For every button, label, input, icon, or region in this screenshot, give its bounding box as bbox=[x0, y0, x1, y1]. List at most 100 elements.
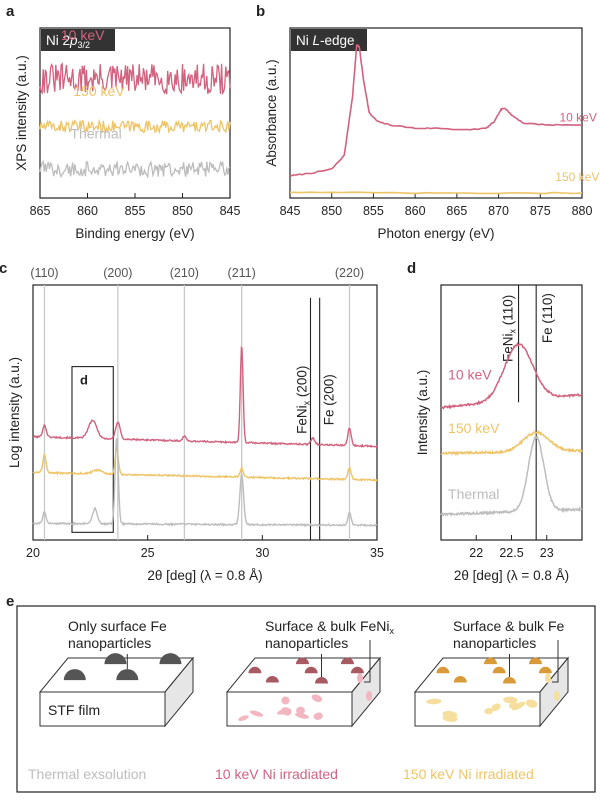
panel-b: 845 850 855 860 865 870 875 880 Photon energy (e… bbox=[256, 3, 599, 241]
panel-label: a bbox=[6, 3, 15, 20]
x-tick-label: 855 bbox=[363, 204, 384, 218]
series-line bbox=[39, 118, 231, 135]
series-label: Thermal bbox=[70, 126, 121, 142]
reference-label: (110) bbox=[30, 266, 58, 280]
surface-nanoparticle bbox=[265, 675, 279, 683]
x-tick-label: 23 bbox=[540, 546, 554, 560]
surface-nanoparticle bbox=[350, 666, 364, 674]
surface-nanoparticle bbox=[295, 657, 309, 665]
series-line bbox=[289, 191, 583, 195]
film-front-face bbox=[39, 691, 166, 727]
surface-nanoparticle bbox=[116, 669, 139, 681]
x-axis-label: Binding energy (eV) bbox=[75, 226, 194, 241]
panel-e-frame bbox=[16, 605, 596, 793]
phase-label: FeNix (200) bbox=[294, 366, 311, 434]
series-label: 150 keV bbox=[555, 170, 599, 184]
series-line bbox=[289, 43, 583, 177]
plot-frame bbox=[32, 284, 378, 541]
x-tick-label: 865 bbox=[446, 204, 467, 218]
badge-italic: L bbox=[313, 33, 321, 48]
surface-nanoparticle bbox=[503, 677, 516, 684]
embedded-particle bbox=[357, 673, 363, 683]
embedded-particle bbox=[249, 710, 264, 717]
schematic-caption: Thermal exsolution bbox=[28, 766, 146, 782]
phase-hkl: (110) bbox=[540, 293, 555, 327]
pointer-line bbox=[552, 640, 559, 683]
badge-text: Ni L-edge bbox=[296, 33, 355, 48]
series-line bbox=[32, 437, 378, 528]
surface-nanoparticle bbox=[248, 666, 262, 674]
schematic-title-text: Surface & bulk Fe bbox=[453, 618, 564, 634]
x-tick-label: 22 bbox=[469, 546, 483, 560]
embedded-particle bbox=[295, 712, 309, 719]
x-tick-label: 870 bbox=[488, 204, 509, 218]
surface-nanoparticle bbox=[159, 653, 182, 665]
x-tick-label: 30 bbox=[255, 546, 269, 560]
embedded-particle bbox=[484, 707, 493, 715]
phase-main: Fe bbox=[322, 410, 337, 426]
panel-label: c bbox=[0, 260, 7, 277]
plot-frame bbox=[289, 27, 583, 199]
surface-nanoparticle bbox=[453, 675, 467, 683]
badge-rest: -edge bbox=[320, 33, 355, 48]
badge: Ni 2p3/2 bbox=[41, 29, 115, 51]
schematic-title-line-1: Surface & bulk Fe bbox=[453, 618, 564, 634]
x-tick-label: 20 bbox=[26, 546, 40, 560]
reference-label: (211) bbox=[228, 266, 256, 280]
surface-nanoparticle bbox=[340, 657, 354, 665]
inset-box bbox=[71, 366, 114, 533]
surface-nanoparticle bbox=[528, 657, 542, 665]
film-label: STF film bbox=[48, 702, 100, 718]
y-axis-label: Absorbance (a.u.) bbox=[264, 59, 279, 166]
phase-sub: x bbox=[508, 328, 518, 333]
panel-label: b bbox=[256, 3, 265, 20]
surface-nanoparticle bbox=[63, 669, 86, 681]
x-tick-label: 880 bbox=[572, 204, 593, 218]
x-tick-label: 25 bbox=[141, 546, 155, 560]
x-tick-label: 850 bbox=[172, 204, 193, 218]
reference-label: (220) bbox=[335, 266, 364, 280]
schematic-title-text: Only surface Fe bbox=[68, 618, 167, 634]
embedded-particle bbox=[442, 710, 458, 718]
panel-a: 865 860 855 850 845 Binding energy (eV) XPS in… bbox=[6, 3, 240, 241]
reference-label: (200) bbox=[103, 266, 132, 280]
surface-nanoparticle bbox=[104, 653, 127, 665]
x-tick-label: 22.5 bbox=[499, 546, 523, 560]
phase-main: Fe bbox=[540, 327, 555, 343]
phase-main: FeNi bbox=[294, 405, 309, 434]
phase-hkl: (200) bbox=[322, 374, 337, 409]
phase-main: FeNi bbox=[501, 333, 516, 362]
x-tick-label: 850 bbox=[321, 204, 342, 218]
x-axis-label: 2θ [deg] (λ = 0.8 Å) bbox=[147, 568, 262, 583]
schematic-title-line-1: Surface & bulk FeNix bbox=[265, 618, 395, 636]
series-line bbox=[440, 429, 583, 457]
embedded-particle bbox=[313, 712, 323, 720]
x-tick-label: 855 bbox=[125, 204, 146, 218]
embedded-particle bbox=[554, 691, 560, 701]
series-label: 10 keV bbox=[559, 111, 596, 125]
embedded-particle bbox=[296, 706, 305, 715]
embedded-particle bbox=[525, 699, 538, 708]
series-label: 150 keV bbox=[73, 83, 125, 99]
embedded-particle bbox=[508, 702, 519, 709]
surface-nanoparticle bbox=[538, 666, 552, 674]
schematic-title-sub: x bbox=[390, 626, 395, 636]
embedded-particle bbox=[280, 707, 292, 716]
embedded-particle bbox=[366, 691, 372, 701]
phase-hkl: (110) bbox=[501, 295, 516, 329]
x-tick-label: 865 bbox=[30, 204, 51, 218]
badge: Ni L-edge bbox=[291, 29, 367, 51]
phase-sub: x bbox=[301, 400, 311, 405]
schematic-caption: 10 keV Ni irradiated bbox=[215, 766, 338, 782]
schematic-title-line-2: nanoparticles bbox=[453, 635, 536, 651]
badge-bg bbox=[41, 29, 115, 51]
series-label: 10 keV bbox=[61, 27, 105, 43]
x-tick-label: 860 bbox=[77, 204, 98, 218]
y-axis-label: Log intensity (a.u.) bbox=[7, 357, 22, 468]
panel-d: 22 22.5 23 2θ [deg] (λ = 0.8 Å) Intensity (a… bbox=[407, 260, 583, 583]
badge-sub: 3/2 bbox=[78, 40, 91, 50]
schematic-title-line-2: nanoparticles bbox=[265, 635, 348, 651]
film-front-face bbox=[226, 691, 353, 727]
